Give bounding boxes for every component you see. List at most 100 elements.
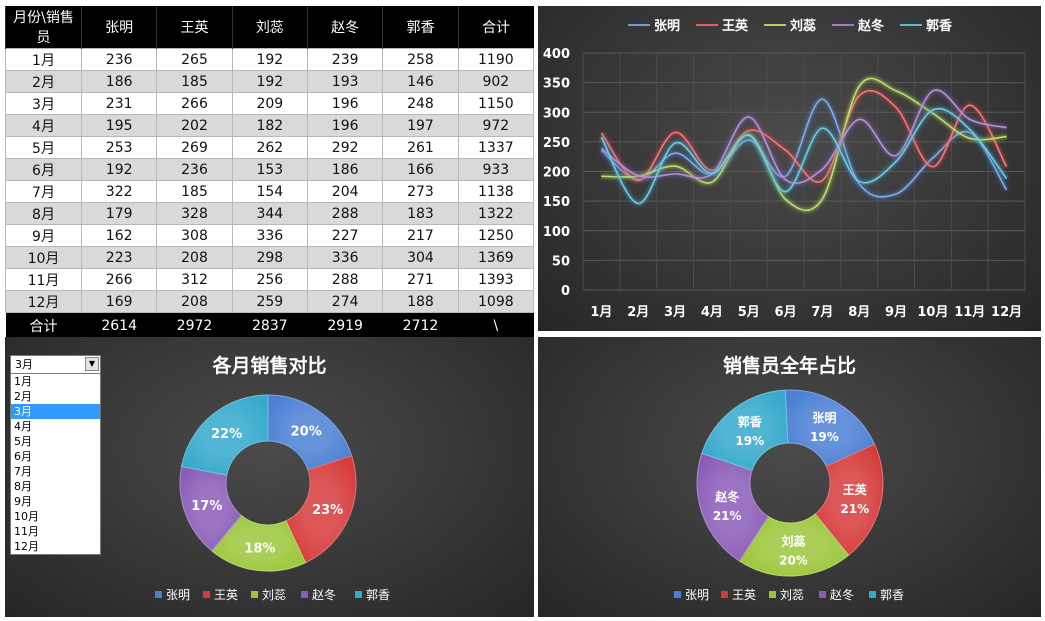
- legend-label: 刘蕊: [262, 588, 286, 602]
- table-row: 5月 253 269 262 292 261 1337: [5, 136, 535, 159]
- table-cell: 146: [382, 70, 459, 93]
- table-header-cell: 张明: [80, 6, 157, 49]
- table-row: 10月 223 208 298 336 304 1369: [5, 246, 535, 269]
- table-cell: 8月: [5, 202, 82, 225]
- table-cell: 288: [306, 202, 384, 225]
- table-cell: 256: [231, 268, 308, 291]
- month-option[interactable]: 3月: [11, 404, 100, 419]
- slice-value-label: 19%: [735, 434, 764, 448]
- y-tick-label: 50: [552, 254, 570, 269]
- month-select-value: 3月: [15, 358, 33, 371]
- table-cell: 202: [156, 114, 233, 137]
- slice-name-label: 张明: [812, 410, 836, 425]
- slice-value-label: 21%: [713, 509, 742, 523]
- table-row: 3月 231 266 209 196 248 1150: [5, 92, 535, 115]
- x-tick-label: 6月: [775, 305, 797, 320]
- table-cell: 195: [80, 114, 158, 137]
- month-select[interactable]: 3月 ▼ 1月 2月 3月 4月 5月 6月 7月 8月 9月 10月 11月 12月: [10, 355, 101, 555]
- table-cell: 231: [80, 92, 158, 115]
- donut-slice: [701, 389, 789, 471]
- table-cell: 344: [231, 202, 308, 225]
- month-option[interactable]: 12月: [14, 540, 39, 553]
- x-tick-label: 5月: [738, 305, 760, 320]
- month-option[interactable]: 1月: [14, 375, 32, 388]
- table-cell: 186: [306, 158, 384, 181]
- table-row: 2月 186 185 192 193 146 902: [5, 70, 535, 93]
- table-cell: 196: [306, 114, 384, 137]
- slice-value-label: 21%: [840, 502, 869, 516]
- table-cell: 1393: [457, 268, 535, 291]
- month-option[interactable]: 2月: [14, 390, 32, 403]
- month-option[interactable]: 5月: [14, 435, 32, 448]
- monthly-donut-title: 各月销售对比: [212, 355, 327, 377]
- table-cell: 266: [156, 92, 233, 115]
- table-cell: 269: [156, 136, 233, 159]
- legend-label: 郭香: [366, 588, 390, 602]
- table-cell: 1190: [457, 48, 535, 71]
- legend-label: 张明: [685, 588, 709, 602]
- table-row: 12月 169 208 259 274 188 1098: [5, 290, 535, 313]
- donut-slice: [738, 513, 850, 577]
- table-cell: 6月: [5, 158, 82, 181]
- table-total-cell: \: [458, 312, 534, 339]
- table-cell: 304: [382, 246, 459, 269]
- legend-label: 赵冬: [312, 587, 336, 602]
- month-option[interactable]: 6月: [14, 450, 32, 463]
- legend-label: 王英: [732, 588, 756, 602]
- month-select-box[interactable]: 3月 ▼: [10, 355, 101, 374]
- annual-donut-panel: 销售员全年占比 张明 19% 王英 21% 刘蕊 20% 赵冬 21% 郭香 19% 张明 王英 刘蕊赵…: [538, 337, 1041, 617]
- month-option[interactable]: 11月: [14, 525, 39, 538]
- table-cell: 298: [231, 246, 308, 269]
- month-select-options: 1月 2月 3月 4月 5月 6月 7月 8月 9月 10月 11月 12月: [10, 374, 101, 555]
- legend-swatch: [869, 591, 876, 598]
- month-option[interactable]: 8月: [14, 480, 32, 493]
- table-row: 8月 179 328 344 288 183 1322: [5, 202, 535, 225]
- legend-label: 王英: [214, 588, 238, 602]
- table-cell: 183: [382, 202, 459, 225]
- legend-label: 刘蕊: [790, 18, 816, 34]
- table-cell: 12月: [5, 290, 82, 313]
- table-cell: 259: [231, 290, 308, 313]
- month-option[interactable]: 7月: [14, 465, 32, 478]
- table-cell: 192: [231, 70, 308, 93]
- table-cell: 196: [306, 92, 384, 115]
- table-cell: 312: [156, 268, 233, 291]
- table-header-cell: 赵冬: [306, 6, 383, 49]
- y-tick-label: 100: [543, 225, 570, 240]
- table-cell: 274: [306, 290, 384, 313]
- table-cell: 217: [382, 224, 459, 247]
- table-cell: 169: [80, 290, 158, 313]
- table-cell: 4月: [5, 114, 82, 137]
- table-cell: 153: [231, 158, 308, 181]
- table-cell: 266: [80, 268, 158, 291]
- legend-swatch: [251, 591, 258, 598]
- table-cell: 209: [231, 92, 308, 115]
- table-cell: 248: [382, 92, 459, 115]
- table-cell: 192: [80, 158, 158, 181]
- chevron-down-icon[interactable]: ▼: [85, 357, 99, 371]
- table-cell: 1337: [457, 136, 535, 159]
- month-option[interactable]: 9月: [14, 495, 32, 508]
- table-total-cell: 2712: [382, 312, 459, 339]
- table-row: 4月 195 202 182 196 197 972: [5, 114, 535, 137]
- legend-label: 郭香: [926, 18, 953, 34]
- table-header-cell: 合计: [457, 6, 534, 49]
- table-cell: 1138: [457, 180, 535, 203]
- y-tick-label: 400: [543, 47, 570, 62]
- table-cell: 7月: [5, 180, 82, 203]
- legend-swatch: [155, 591, 162, 598]
- month-option[interactable]: 10月: [14, 510, 39, 523]
- table-cell: 336: [231, 224, 308, 247]
- table-cell: 1322: [457, 202, 535, 225]
- table-cell: 262: [231, 136, 308, 159]
- legend-label: 王英: [722, 18, 749, 34]
- month-option[interactable]: 4月: [14, 420, 32, 433]
- table-row: 6月 192 236 153 186 166 933: [5, 158, 535, 181]
- legend-swatch: [721, 591, 728, 598]
- table-cell: 204: [306, 180, 384, 203]
- donut-slice: [696, 452, 769, 562]
- x-tick-label: 11月: [954, 305, 985, 320]
- table-cell: 179: [80, 202, 158, 225]
- table-header-cell: 刘蕊: [231, 6, 308, 49]
- table-cell: 162: [80, 224, 158, 247]
